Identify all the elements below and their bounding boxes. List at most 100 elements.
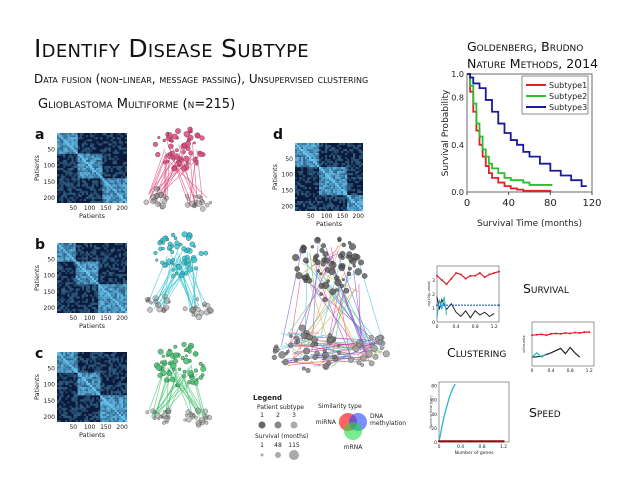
heatmap-cell <box>71 176 74 179</box>
heatmap-cell <box>65 366 68 369</box>
heatmap-cell <box>116 417 119 421</box>
heatmap-cell <box>305 159 308 162</box>
heatmap-cell <box>92 302 95 305</box>
heatmap-cell <box>92 374 95 377</box>
heatmap-cell <box>106 378 109 382</box>
heatmap-cell <box>98 155 101 158</box>
heatmap-cell <box>75 364 78 367</box>
heatmap-cell <box>335 183 338 186</box>
heatmap-cell <box>100 165 103 169</box>
heatmap-cell <box>317 151 320 154</box>
heatmap-cell <box>59 395 62 398</box>
heatmap-cell <box>89 417 93 421</box>
heatmap-cell <box>81 368 84 371</box>
heatmap-cell <box>63 360 66 363</box>
heatmap-cell <box>104 419 107 423</box>
heatmap-cell <box>120 284 124 287</box>
heatmap-cell <box>329 173 332 176</box>
heatmap-cell <box>59 133 62 136</box>
heatmap-cell <box>102 172 105 175</box>
heatmap-cell <box>87 376 91 379</box>
heatmap-cell <box>313 165 316 168</box>
heatmap-cell <box>321 173 324 176</box>
heatmap-cell <box>61 352 64 355</box>
heatmap-cell <box>343 175 346 178</box>
heatmap-cell <box>69 288 72 291</box>
heatmap-cell <box>309 203 312 206</box>
heatmap-cell <box>73 194 76 198</box>
heatmap-cell <box>108 403 111 406</box>
heatmap-cell <box>124 407 128 410</box>
heatmap-cell <box>65 354 68 357</box>
heatmap-cell <box>104 296 107 299</box>
heatmap-cell <box>110 288 113 291</box>
citation-journal: Nature Methods, 2014 <box>467 56 599 71</box>
heatmap-cell <box>106 257 109 260</box>
heatmap-xlabel: Patients <box>79 212 106 220</box>
heatmap-cell <box>71 165 74 169</box>
heatmap-cell <box>303 143 306 146</box>
heatmap-cell <box>108 374 111 377</box>
network-node <box>337 350 341 355</box>
series-point <box>573 331 576 334</box>
heatmap-cell <box>71 192 74 195</box>
heatmap-cell <box>77 380 80 384</box>
heatmap-cell <box>63 180 66 183</box>
heatmap-cell <box>106 249 109 252</box>
heatmap-cell <box>106 304 109 308</box>
x-tick-label: 0.4 <box>457 444 464 450</box>
heatmap-cell <box>61 362 64 365</box>
heatmap-cell <box>116 300 119 303</box>
heatmap-cell <box>67 278 70 281</box>
network-node <box>302 257 309 264</box>
heatmap-xtick: 150 <box>100 315 112 322</box>
heatmap-cell <box>104 273 107 277</box>
heatmap-cell <box>85 362 89 365</box>
heatmap-cell <box>77 178 80 181</box>
heatmap-cell <box>67 143 70 146</box>
heatmap-cell <box>57 282 60 285</box>
heatmap-cell <box>349 201 352 204</box>
heatmap-cell <box>65 163 68 167</box>
heatmap-cell <box>315 181 318 184</box>
heatmap-cell <box>122 190 126 193</box>
heatmap-cell <box>351 189 354 192</box>
heatmap-cell <box>329 181 332 184</box>
heatmap-cell <box>89 378 93 382</box>
network-node <box>202 408 208 414</box>
heatmap-cell <box>65 284 68 287</box>
heatmap-cell <box>77 389 80 392</box>
heatmap-cell <box>96 194 99 198</box>
heatmap-cell <box>343 173 346 176</box>
network-node <box>184 202 191 208</box>
network-node <box>181 341 187 348</box>
heatmap-cell <box>67 360 70 363</box>
heatmap-cell <box>321 185 324 188</box>
heatmap-cell <box>59 354 62 357</box>
heatmap-cell <box>116 168 119 171</box>
network-node <box>193 204 197 208</box>
heatmap-cell <box>75 302 78 305</box>
heatmap-cell <box>349 143 352 146</box>
heatmap-cell <box>57 141 60 144</box>
heatmap-cell <box>73 364 76 367</box>
legend-subtype-value: 1 <box>260 412 264 419</box>
heatmap-cell <box>297 193 300 196</box>
heatmap-cell <box>65 253 68 256</box>
heatmap-cell <box>63 415 66 419</box>
heatmap-cell <box>108 182 111 185</box>
heatmap-cell <box>92 155 95 158</box>
heatmap-cell <box>347 209 350 212</box>
heatmap-cell <box>77 194 80 198</box>
heatmap-cell <box>57 163 60 167</box>
heatmap-ytick: 50 <box>47 256 55 263</box>
heatmap-cell <box>73 137 76 140</box>
heatmap-cell <box>106 196 109 200</box>
heatmap-cell <box>67 259 70 262</box>
heatmap-cell <box>69 282 72 285</box>
heatmap-cell <box>59 415 62 419</box>
heatmap-cell <box>79 251 82 254</box>
heatmap-cell <box>65 368 68 371</box>
heatmap-cell <box>73 259 76 262</box>
heatmap-cell <box>120 298 124 301</box>
